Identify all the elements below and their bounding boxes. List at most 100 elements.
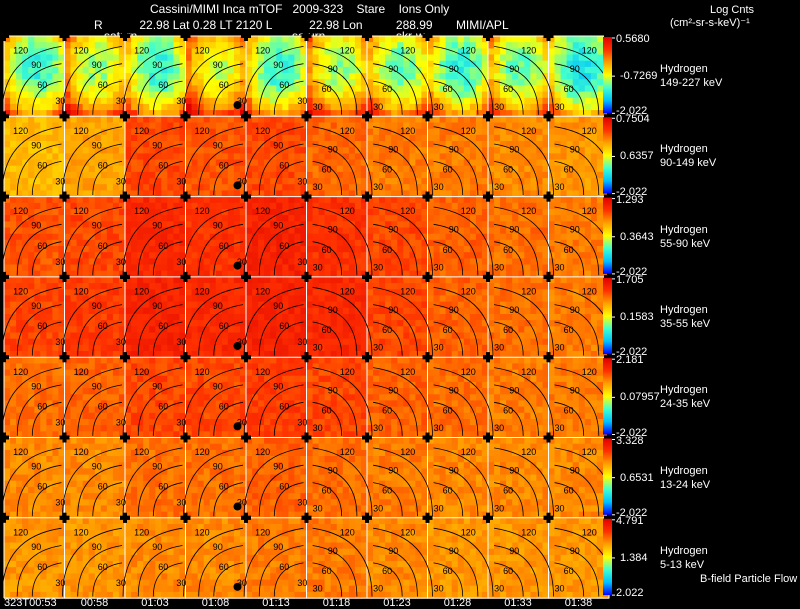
heatmap-panel <box>548 116 610 198</box>
contour-label: 120 <box>461 126 476 136</box>
saturn-marker <box>233 181 242 190</box>
corner-marker <box>486 512 490 523</box>
contour-line <box>213 161 244 196</box>
heatmap-panel <box>64 116 126 198</box>
contour-label: 90 <box>92 301 102 311</box>
contour-label: 30 <box>555 262 565 272</box>
contour-line <box>494 447 554 517</box>
heatmap-panel <box>4 116 65 198</box>
contour-line <box>433 464 479 517</box>
contour-label: 90 <box>31 301 41 311</box>
contour-label: 90 <box>273 60 283 70</box>
contour-label: 60 <box>503 566 513 576</box>
lon-label: Lon <box>342 18 363 32</box>
corner-marker <box>183 512 188 523</box>
corner-marker <box>365 352 369 363</box>
colorbar-mid-label: 0.1583 <box>620 311 654 324</box>
contour-line <box>213 80 244 115</box>
contour-label: 90 <box>570 225 580 235</box>
colorbar-max-label: 1.705 <box>616 273 644 286</box>
corner-marker <box>546 31 551 41</box>
contour-line <box>554 401 585 436</box>
contour-label: 120 <box>134 367 149 377</box>
contour-label: 60 <box>443 325 453 335</box>
contour-label: 30 <box>297 417 307 427</box>
contour-line <box>77 63 123 115</box>
corner-marker <box>607 191 611 202</box>
contour-label: 30 <box>55 257 65 267</box>
contour-line <box>16 384 62 436</box>
contour-line <box>312 304 358 356</box>
contour-line <box>122 367 183 436</box>
contour-label: 90 <box>92 221 102 231</box>
contour-label: 60 <box>322 165 332 175</box>
contour-label: 30 <box>55 578 65 588</box>
contour-label: 60 <box>443 84 453 94</box>
contour-line <box>137 545 183 597</box>
contour-label: 90 <box>152 381 162 391</box>
contour-line <box>16 545 62 597</box>
contour-line <box>494 286 554 356</box>
contour-line <box>373 286 433 356</box>
contour-label: 60 <box>382 325 392 335</box>
contour-line <box>122 46 183 115</box>
contour-label: 30 <box>297 498 307 508</box>
contour-label: 120 <box>582 287 597 297</box>
contour-label: 90 <box>449 385 459 395</box>
contour-line <box>1 206 62 276</box>
contour-label: 30 <box>555 584 565 594</box>
contour-line <box>1 126 62 196</box>
contour-line <box>494 527 554 597</box>
contour-label: 60 <box>503 405 513 415</box>
contour-label: 90 <box>31 462 41 472</box>
contour-label: 90 <box>213 60 223 70</box>
contour-line <box>1 527 62 597</box>
contour-label: 30 <box>176 578 186 588</box>
contour-label: 90 <box>449 64 459 74</box>
corner-marker <box>607 512 611 523</box>
band-energy-label: 35-55 keV <box>660 318 711 331</box>
contour-label: 90 <box>449 466 459 476</box>
contour-line <box>433 143 479 196</box>
contour-label: 60 <box>279 241 289 251</box>
contour-line <box>312 464 358 517</box>
colorbar <box>603 358 612 435</box>
contour-label: 120 <box>13 287 28 297</box>
contour-line <box>554 384 600 436</box>
contour-label: 30 <box>55 337 65 347</box>
contour-label: 60 <box>322 486 332 496</box>
contour-label: 90 <box>213 221 223 231</box>
contour-line <box>494 464 539 517</box>
contour-label: 90 <box>31 60 41 70</box>
heatmap-panel <box>306 517 368 599</box>
contour-label: 90 <box>509 546 519 556</box>
contour-line <box>152 321 183 356</box>
contour-label: 60 <box>279 80 289 90</box>
contour-line <box>258 464 304 517</box>
colorbar-mid-label: 0.3643 <box>620 230 654 243</box>
contour-line <box>77 304 123 356</box>
contour-line <box>312 367 373 436</box>
band-species-label: Hydrogen <box>660 464 708 477</box>
heatmap-panel <box>4 437 65 519</box>
contour-line <box>183 447 244 517</box>
contour-label: 30 <box>434 182 444 192</box>
r-value: 22.98 <box>139 18 170 32</box>
contour-label: 90 <box>92 381 102 391</box>
heatmap-panel <box>427 276 489 358</box>
contour-line <box>62 447 123 517</box>
contour-label: 30 <box>313 584 323 594</box>
contour-label: 120 <box>134 46 149 56</box>
contour-line <box>213 241 244 276</box>
contour-label: 30 <box>116 498 126 508</box>
contour-line <box>1 46 62 115</box>
heatmap-panel <box>488 357 550 439</box>
colorbar <box>603 37 612 114</box>
contour-line <box>433 527 494 597</box>
colorbar <box>603 438 612 515</box>
saturn-marker <box>233 422 242 431</box>
contour-label: 30 <box>176 417 186 427</box>
corner-marker <box>62 191 67 202</box>
colorbar-max-label: 1.293 <box>616 193 644 206</box>
contour-label: 60 <box>322 325 332 335</box>
